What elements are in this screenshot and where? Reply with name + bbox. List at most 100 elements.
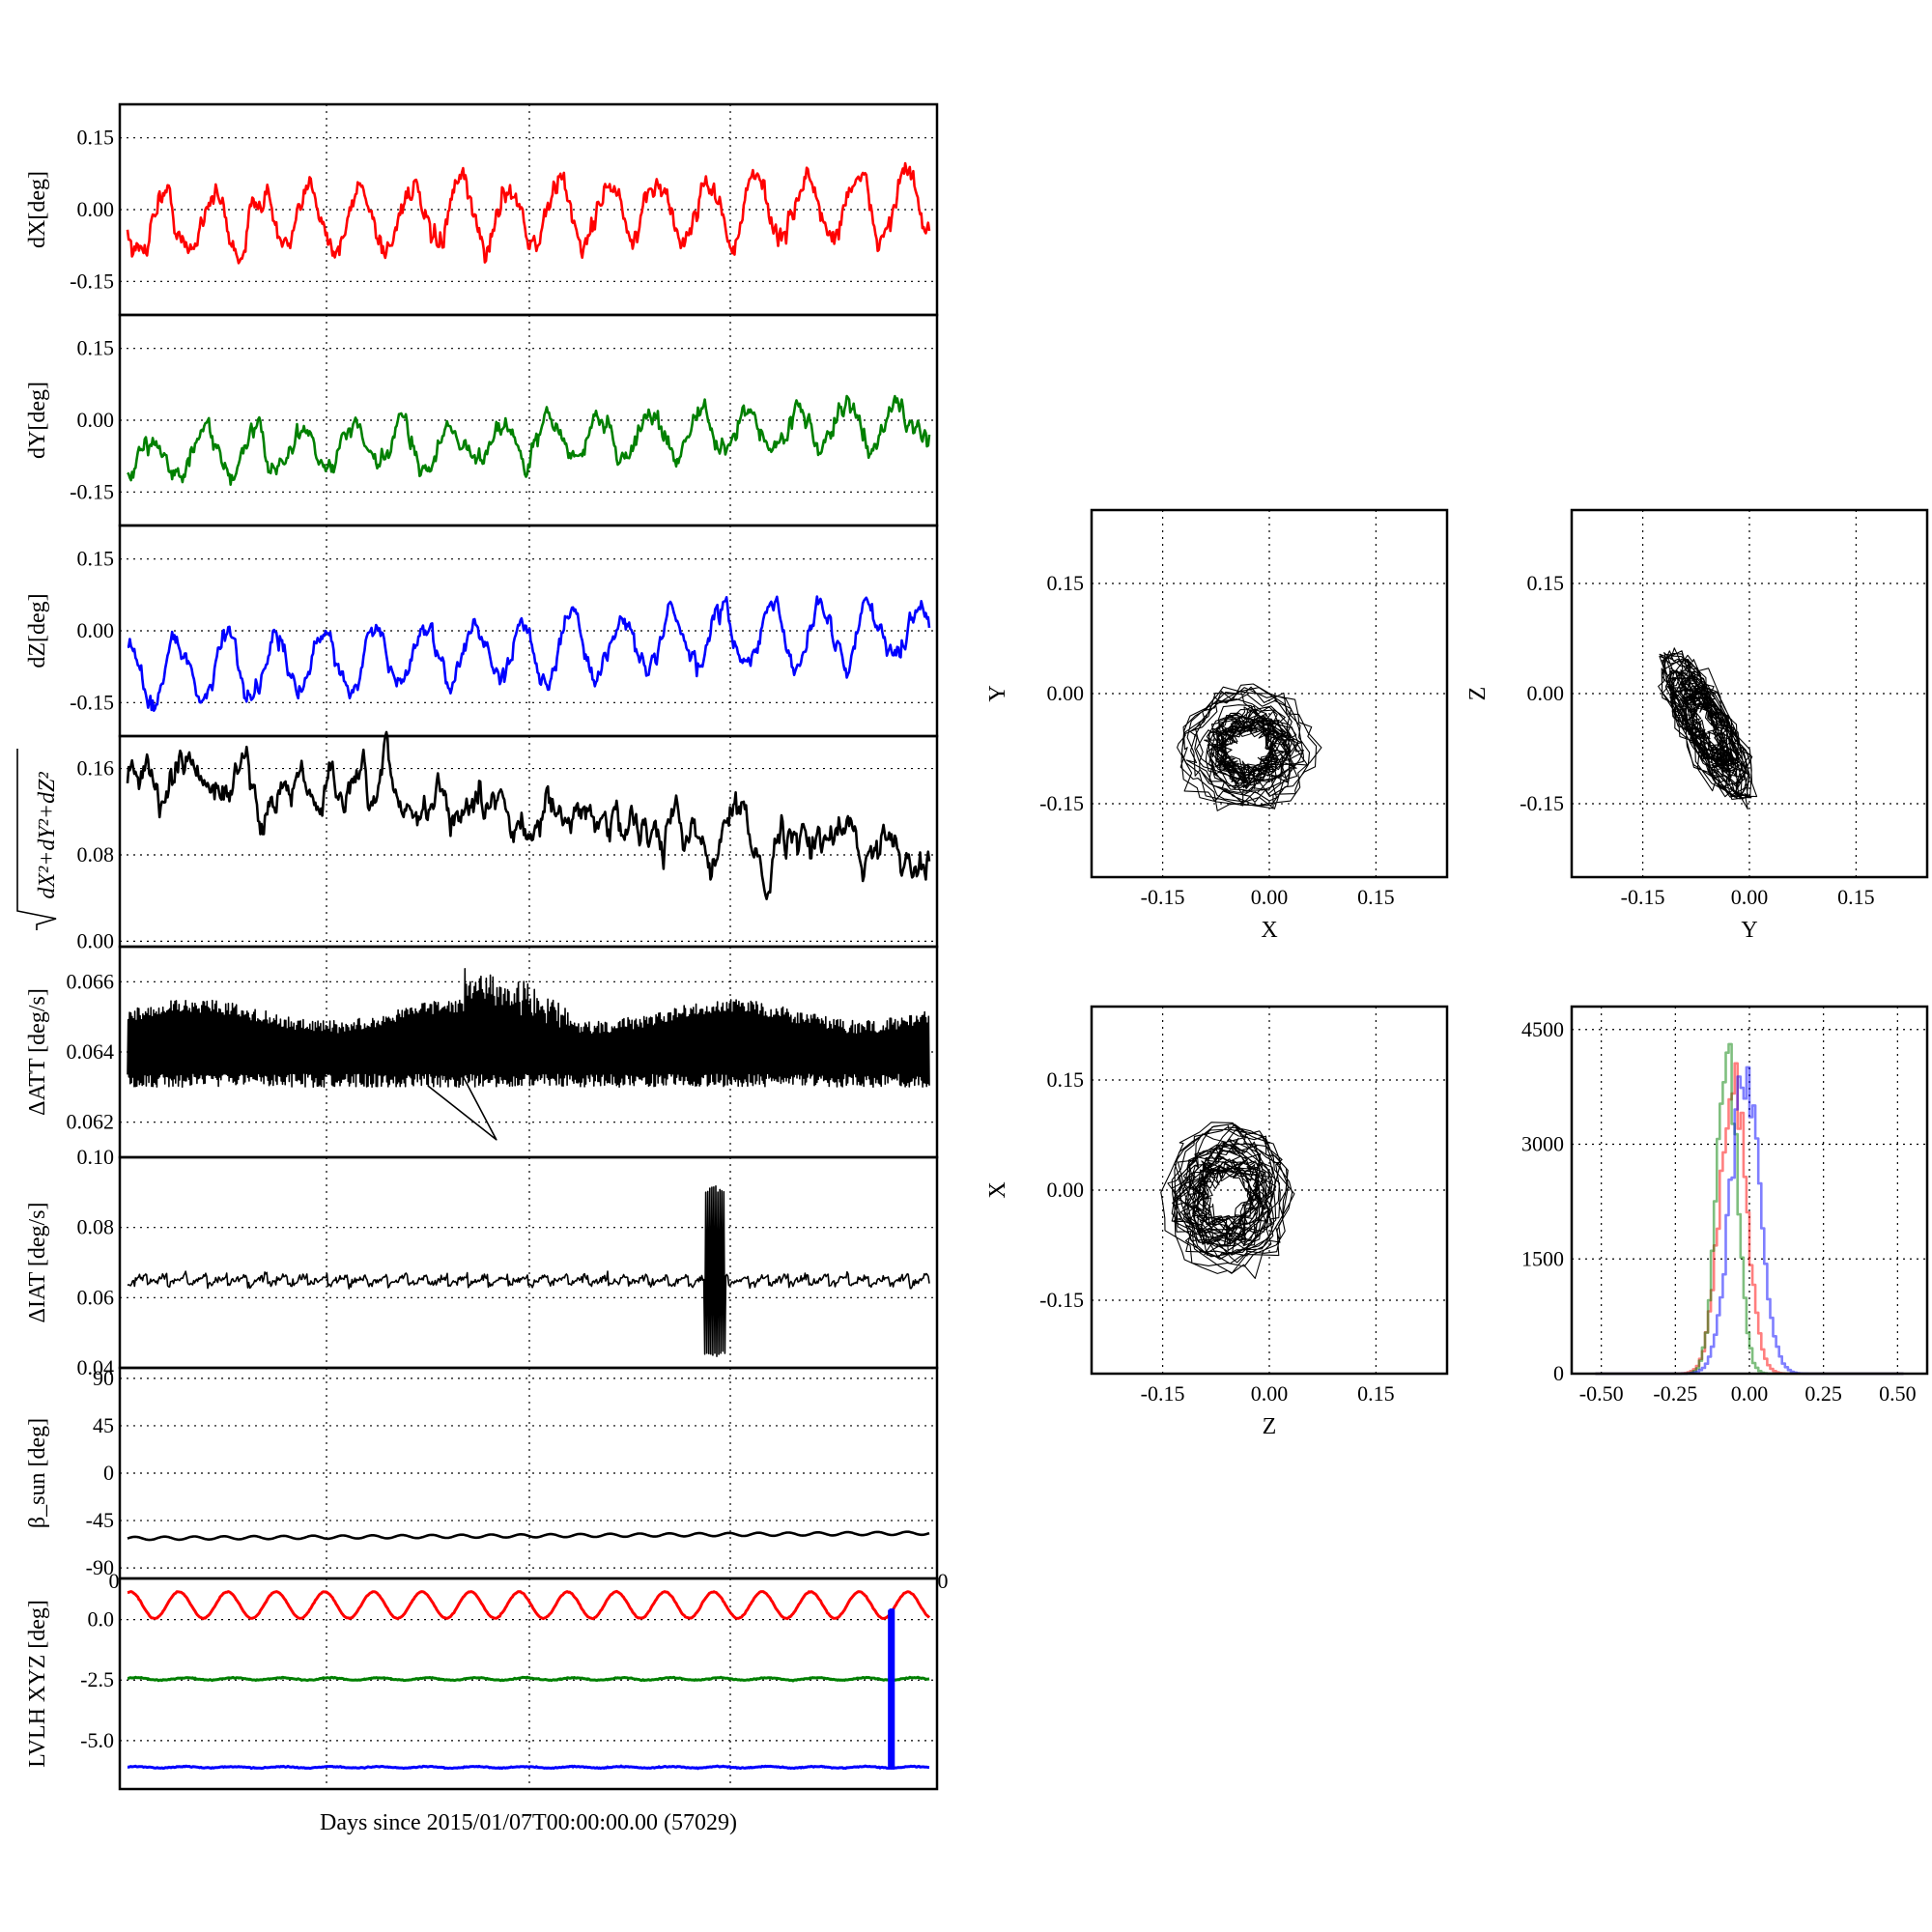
panel-frame: [118, 1155, 939, 1370]
y-tick-label: 0.062: [67, 1110, 115, 1134]
panel-frame: [1090, 1005, 1449, 1376]
x-tick-label: 0.50: [1879, 1381, 1917, 1406]
timeseries-panel-4: 0.00 0.08 0.16 dX²+dY²+dZ²: [16, 730, 939, 952]
x-tick-label: 0.00: [1731, 885, 1769, 909]
x-tick-label: -0.15: [1141, 885, 1185, 909]
x-tick-label: -0.15: [1141, 1381, 1185, 1406]
x-axis-label: Y: [1741, 918, 1757, 943]
y-tick-label: -90: [86, 1555, 114, 1579]
y-tick-label: -45: [86, 1508, 114, 1532]
x-tick-label: 0.00: [1251, 885, 1289, 909]
y-axis-label: ΔIAT [deg/s]: [25, 1203, 50, 1323]
scatter-panel-3: -0.15 0.00 0.15 -0.15 0.00 0.15 Z X: [985, 1005, 1449, 1439]
panel-frame: [1570, 1005, 1929, 1376]
y-tick-label: 0.08: [77, 842, 115, 867]
x-tick-label: 0.25: [1804, 1381, 1842, 1406]
timeseries-panel-8: -5.0 -2.5 0.0 LVLH XYZ [deg] Days since 2015…: [25, 1577, 939, 1835]
series-line: [127, 968, 930, 1141]
y-tick-label: -0.15: [70, 479, 114, 503]
x-tick-label: -0.25: [1653, 1381, 1697, 1406]
y-tick-label: 0.066: [67, 969, 115, 993]
y-axis-label: dY[deg]: [25, 382, 50, 459]
y-tick-label: 45: [93, 1413, 114, 1437]
y-tick-label: 3000: [1521, 1132, 1564, 1156]
y-tick-label: 0.00: [1047, 681, 1085, 705]
y-axis-label: LVLH XYZ [deg]: [25, 1600, 50, 1768]
x-tick-label: 0.00: [1731, 1381, 1769, 1406]
series-line: [127, 1185, 930, 1357]
y-axis-label: dX[deg]: [25, 171, 50, 248]
series-line: [127, 394, 931, 486]
panel-frame: [118, 1577, 939, 1791]
y-axis-label: Z: [1465, 687, 1491, 701]
x-tick-label: 0.15: [1357, 885, 1395, 909]
timeseries-panel-2: -0.15 0.00 0.15 dY[deg]: [25, 313, 939, 527]
y-tick-label: 0.00: [1527, 681, 1565, 705]
timeseries-panel-6: 0.04 0.06 0.08 0.10 ΔIAT [deg/s]: [25, 1145, 939, 1379]
y-tick-label: 0.15: [1527, 571, 1565, 595]
x-axis-label: Days since 2015/01/07T00:00:00.00 (57029…: [320, 1810, 737, 1835]
y-axis-label: X: [985, 1181, 1010, 1198]
timeseries-panel-3: -0.15 0.00 0.15 dZ[deg]: [25, 524, 939, 738]
panel-frame: [1090, 508, 1449, 879]
histogram-panel: -0.50 -0.25 0.00 0.25 0.50 0 1500 3000 4500: [1521, 1005, 1929, 1406]
y-tick-label: 0: [1553, 1361, 1564, 1385]
series-line: [127, 1589, 931, 1621]
scatter-panel-1: -0.15 0.00 0.15 -0.15 0.00 0.15 X Y: [985, 508, 1449, 943]
y-tick-label: -2.5: [80, 1667, 114, 1691]
y-tick-label: 0: [103, 1461, 114, 1485]
y-tick-label: 90: [93, 1366, 114, 1390]
y-tick-label: 0.06: [77, 1285, 115, 1309]
y-axis-label: dZ[deg]: [25, 593, 50, 668]
y-tick-label: 0.15: [1047, 1067, 1085, 1092]
y-tick-label: -0.15: [1039, 1288, 1084, 1312]
y-tick-label: -0.15: [70, 269, 114, 293]
x-tick-label: 0: [109, 1569, 120, 1593]
trajectory-line: [1658, 647, 1758, 810]
y-tick-label: 0.00: [77, 408, 115, 432]
scatter-panel-2: -0.15 0.00 0.15 -0.15 0.00 0.15 Y Z: [1465, 508, 1929, 943]
x-tick-label: 0.00: [1251, 1381, 1289, 1406]
timeseries-panel-7: -90 -45 0 45 90 β_sun [deg] 0 0: [25, 1366, 949, 1593]
y-tick-label: 0.064: [67, 1039, 115, 1064]
series-line: [127, 1608, 930, 1771]
y-axis-label-text: dX²+dY²+dZ²: [35, 772, 60, 899]
series-line: [127, 1675, 930, 1683]
spike-bar: [888, 1609, 895, 1768]
y-axis-label: Y: [985, 685, 1010, 701]
series-line: [126, 730, 931, 900]
y-tick-label: 0.16: [77, 756, 115, 781]
x-tick-label: 0.15: [1357, 1381, 1395, 1406]
y-tick-label: 0.15: [77, 126, 115, 150]
trajectory-line: [1160, 1122, 1295, 1279]
x-axis-label: X: [1261, 918, 1277, 943]
y-tick-label: -0.15: [1039, 791, 1084, 815]
x-tick-label: -0.50: [1579, 1381, 1624, 1406]
panel-frame: [1570, 508, 1929, 879]
series-line: [127, 595, 931, 712]
y-tick-label: 0.00: [77, 197, 115, 221]
y-tick-label: -0.15: [70, 690, 114, 714]
y-tick-label: -0.15: [1520, 791, 1564, 815]
y-tick-label: 4500: [1521, 1017, 1564, 1041]
series-line: [127, 1530, 930, 1542]
y-axis-label: ΔATT [deg/s]: [25, 988, 50, 1116]
x-axis-label: Z: [1263, 1414, 1277, 1439]
y-tick-label: 0.08: [77, 1215, 115, 1239]
y-tick-label: 1500: [1521, 1246, 1564, 1270]
trajectory-line: [1177, 683, 1322, 811]
y-axis-label: dX²+dY²+dZ²: [16, 749, 60, 930]
x-tick-label: -0.15: [1621, 885, 1665, 909]
series-line: [126, 161, 931, 265]
y-tick-label: 0.0: [88, 1607, 115, 1632]
y-tick-label: 0.15: [77, 336, 115, 360]
x-tick-label: 0: [938, 1569, 949, 1593]
y-tick-label: 0.00: [77, 928, 115, 952]
y-tick-label: 0.04: [77, 1355, 115, 1379]
y-tick-label: 0.15: [1047, 571, 1085, 595]
timeseries-panel-1: -0.15 0.00 0.15 dX[deg]: [25, 102, 939, 317]
y-axis-label: β_sun [deg]: [25, 1418, 50, 1528]
timeseries-panel-5: 0.062 0.064 0.066 ΔATT [deg/s]: [25, 945, 939, 1159]
x-tick-label: 0.15: [1837, 885, 1875, 909]
